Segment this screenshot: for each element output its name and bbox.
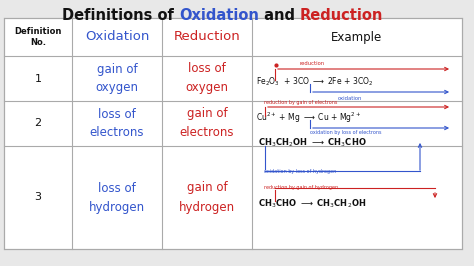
Text: Oxidation: Oxidation	[179, 8, 259, 23]
Text: reduction by gain of hydrogen: reduction by gain of hydrogen	[264, 185, 338, 190]
Text: Reduction: Reduction	[173, 31, 240, 44]
Text: and: and	[259, 8, 300, 23]
Text: reduction by gain of electrons: reduction by gain of electrons	[264, 100, 337, 105]
Text: loss of
hydrogen: loss of hydrogen	[89, 181, 145, 214]
Text: Cu$^{2+}$ + Mg $\longrightarrow$ Cu + Mg$^{2+}$: Cu$^{2+}$ + Mg $\longrightarrow$ Cu + Mg…	[256, 111, 361, 125]
Text: reduction: reduction	[300, 61, 325, 66]
Text: Example: Example	[331, 31, 383, 44]
Text: Fe$_2$O$_3$  + 3CO $\longrightarrow$ 2Fe + 3CO$_2$: Fe$_2$O$_3$ + 3CO $\longrightarrow$ 2Fe …	[256, 76, 374, 88]
Text: oxidation by loss of electrons: oxidation by loss of electrons	[310, 130, 382, 135]
Text: 3: 3	[35, 193, 42, 202]
Text: oxidation: oxidation	[338, 96, 362, 101]
Text: 2: 2	[35, 118, 42, 128]
Text: Definition
No.: Definition No.	[14, 27, 62, 47]
Bar	[4, 18, 462, 249]
Text: Reduction: Reduction	[300, 8, 383, 23]
Text: loss of
oxygen: loss of oxygen	[185, 63, 228, 94]
Text: oxidation by loss of hydrogen: oxidation by loss of hydrogen	[264, 168, 336, 173]
Text: loss of
electrons: loss of electrons	[90, 107, 144, 139]
Text: gain of
electrons: gain of electrons	[180, 107, 234, 139]
Text: Oxidation: Oxidation	[85, 31, 149, 44]
Text: Definitions of: Definitions of	[62, 8, 179, 23]
Text: 1: 1	[35, 73, 42, 84]
Text: gain of
hydrogen: gain of hydrogen	[179, 181, 235, 214]
Text: gain of
oxygen: gain of oxygen	[95, 63, 138, 94]
Text: CH$_3$CH$_2$OH $\longrightarrow$ CH$_3$CHO: CH$_3$CH$_2$OH $\longrightarrow$ CH$_3$C…	[258, 137, 367, 149]
Text: CH$_3$CHO $\longrightarrow$ CH$_3$CH$_2$OH: CH$_3$CHO $\longrightarrow$ CH$_3$CH$_2$…	[258, 198, 366, 210]
